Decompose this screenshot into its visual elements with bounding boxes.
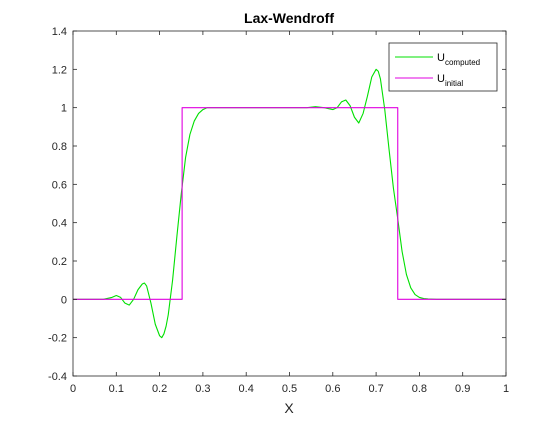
y-tick-label: 0 xyxy=(61,294,67,306)
y-tick-label: 0.8 xyxy=(52,141,67,153)
x-tick-label: 0.2 xyxy=(152,383,167,395)
y-tick-label: 0.2 xyxy=(52,256,67,268)
legend-label-computed: Ucomputed xyxy=(437,52,480,67)
y-tick-label: 1.4 xyxy=(52,26,67,38)
x-tick-label: 0.3 xyxy=(195,383,210,395)
x-axis-label: X xyxy=(284,400,294,416)
series-line-initial xyxy=(73,107,506,300)
y-tick-label: 0.6 xyxy=(52,179,67,191)
x-tick-label: 0.4 xyxy=(239,383,254,395)
x-tick-label: 0.5 xyxy=(282,383,297,395)
x-tick-label: 0.8 xyxy=(412,383,427,395)
x-tick-label: 0.9 xyxy=(455,383,470,395)
legend-box xyxy=(388,42,498,92)
legend-label-initial: Uinitial xyxy=(437,73,463,88)
y-tick-label: 1.2 xyxy=(52,64,67,76)
series-layer xyxy=(73,68,506,339)
y-tick-label: 0.4 xyxy=(52,218,67,230)
x-ticks: 0 0.1 0.2 0.3 0.4 0.5 0.6 0.7 0.8 0.9 1 xyxy=(70,31,509,395)
legend: Ucomputed Uinitial xyxy=(388,42,498,92)
chart-title: Lax-Wendroff xyxy=(244,10,334,26)
y-tick-label: 1 xyxy=(61,103,67,115)
y-ticks: -0.4 -0.2 0 0.2 0.4 0.6 0.8 1 1.2 1.4 xyxy=(48,26,506,383)
y-tick-label: -0.2 xyxy=(48,333,67,345)
x-tick-label: 0.6 xyxy=(325,383,340,395)
x-tick-label: 0.7 xyxy=(368,383,383,395)
y-tick-label: -0.4 xyxy=(48,371,67,383)
x-tick-label: 1 xyxy=(503,383,509,395)
x-tick-label: 0 xyxy=(70,383,76,395)
x-tick-label: 0.1 xyxy=(109,383,124,395)
